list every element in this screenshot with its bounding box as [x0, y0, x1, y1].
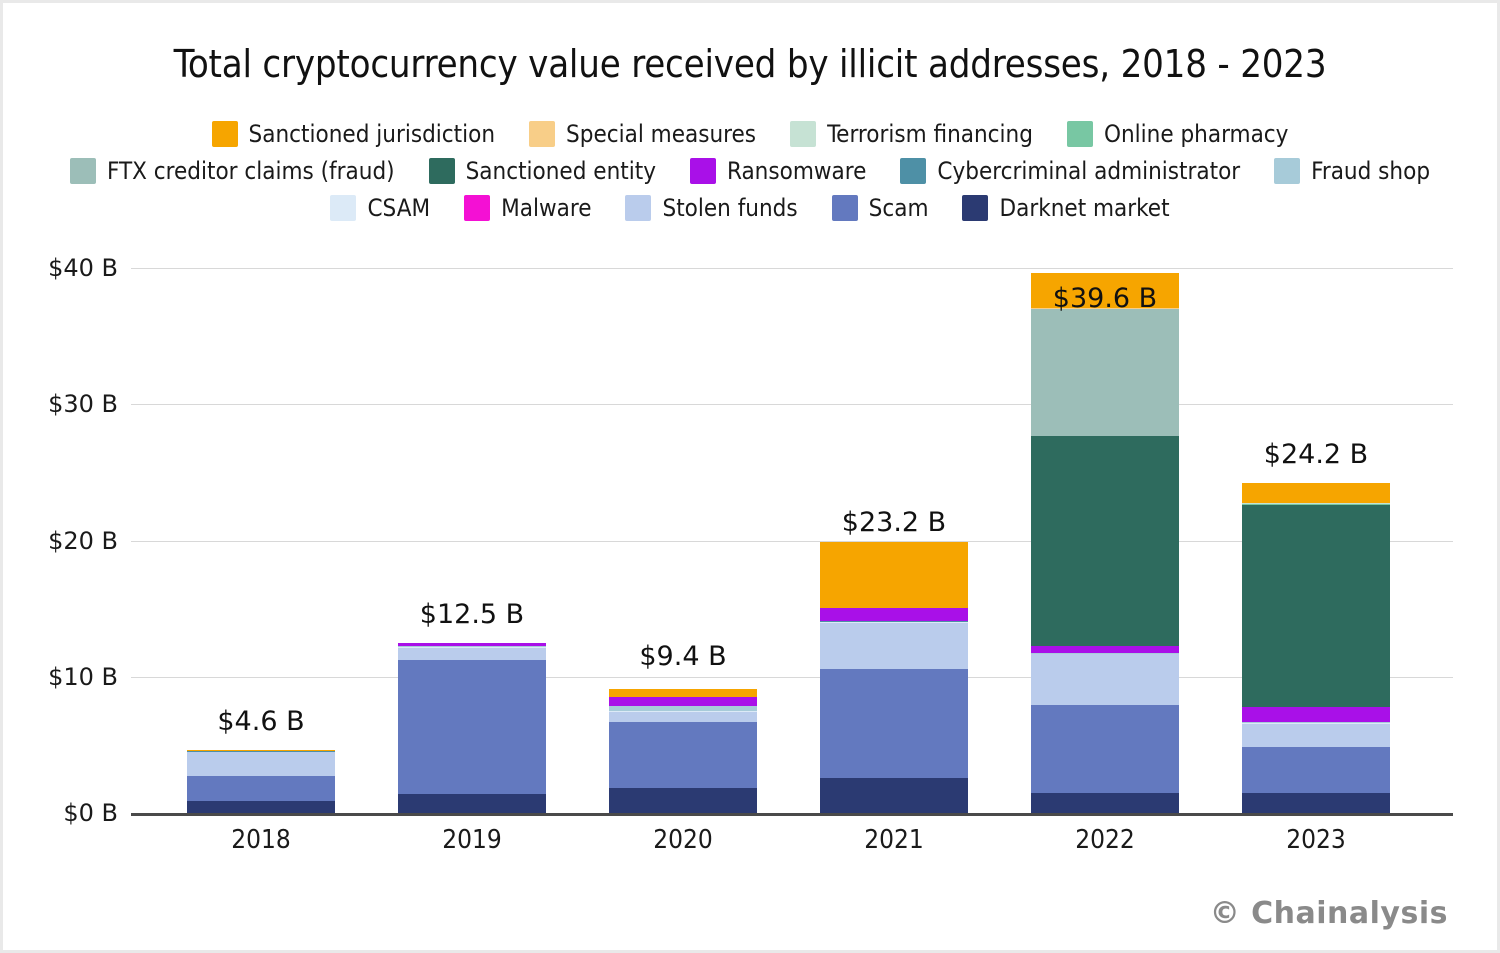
- legend-item-label: Darknet market: [999, 194, 1170, 222]
- legend-item-scam[interactable]: Scam: [831, 194, 929, 222]
- legend-item-label: Scam: [868, 194, 929, 222]
- legend-item-fraud-shop[interactable]: Fraud shop: [1274, 158, 1430, 184]
- legend-item-ransomware[interactable]: Ransomware: [689, 157, 867, 185]
- chart-legend: Sanctioned jurisdiction Special measures T…: [40, 120, 1460, 231]
- legend-item-sanctioned-jurisdiction[interactable]: Sanctioned jurisdiction: [211, 120, 496, 148]
- legend-item-label: Sanctioned entity: [465, 157, 656, 185]
- legend-item-darknet-market[interactable]: Darknet market: [962, 194, 1170, 222]
- legend-swatch-icon: [625, 195, 652, 221]
- chainalysis-watermark: © Chainalysis: [1209, 896, 1448, 931]
- legend-item-malware[interactable]: Malware: [464, 195, 591, 221]
- legend-row-2: FTX creditor claims (fraud) Sanctioned en…: [40, 157, 1460, 185]
- legend-swatch-icon: [689, 158, 716, 184]
- legend-swatch-icon: [464, 195, 491, 221]
- legend-item-online-pharmacy[interactable]: Online pharmacy: [1066, 120, 1289, 148]
- legend-swatch-icon: [962, 195, 989, 221]
- legend-item-label: CSAM: [367, 194, 431, 222]
- legend-item-label: Online pharmacy: [1103, 120, 1289, 148]
- legend-swatch-icon: [900, 158, 927, 184]
- legend-row-1: Sanctioned jurisdiction Special measures T…: [40, 120, 1460, 148]
- legend-item-special-measures[interactable]: Special measures: [529, 121, 756, 147]
- legend-item-label: Special measures: [566, 120, 757, 148]
- legend-item-label: Malware: [501, 194, 592, 222]
- legend-item-ftx-creditor-claims-fraud[interactable]: FTX creditor claims (fraud): [69, 157, 395, 185]
- legend-swatch-icon: [790, 121, 817, 147]
- legend-item-cybercriminal-administrator[interactable]: Cybercriminal administrator: [900, 158, 1240, 184]
- legend-item-terrorism-financing[interactable]: Terrorism financing: [790, 121, 1033, 147]
- legend-swatch-icon: [211, 121, 238, 147]
- legend-swatch-icon: [69, 158, 96, 184]
- legend-item-label: Terrorism financing: [827, 120, 1033, 148]
- legend-item-label: Fraud shop: [1311, 157, 1431, 185]
- legend-item-label: Cybercriminal administrator: [937, 157, 1241, 185]
- legend-item-csam[interactable]: CSAM: [330, 195, 430, 221]
- page-title: Total cryptocurrency value received by i…: [173, 42, 1327, 86]
- legend-item-label: Stolen funds: [662, 194, 798, 222]
- legend-swatch-icon: [831, 195, 858, 221]
- legend-item-label: Ransomware: [726, 157, 867, 185]
- legend-swatch-icon: [428, 158, 455, 184]
- legend-row-3: CSAM Malware Stolen funds Scam Darknet marke…: [40, 194, 1460, 222]
- legend-swatch-icon: [1066, 121, 1093, 147]
- legend-swatch-icon: [1274, 158, 1301, 184]
- legend-item-label: Sanctioned jurisdiction: [248, 120, 496, 148]
- legend-swatch-icon: [330, 195, 357, 221]
- legend-item-stolen-funds[interactable]: Stolen funds: [625, 194, 798, 222]
- legend-item-sanctioned-entity[interactable]: Sanctioned entity: [428, 157, 656, 185]
- legend-item-label: FTX creditor claims (fraud): [106, 157, 395, 185]
- legend-swatch-icon: [529, 121, 556, 147]
